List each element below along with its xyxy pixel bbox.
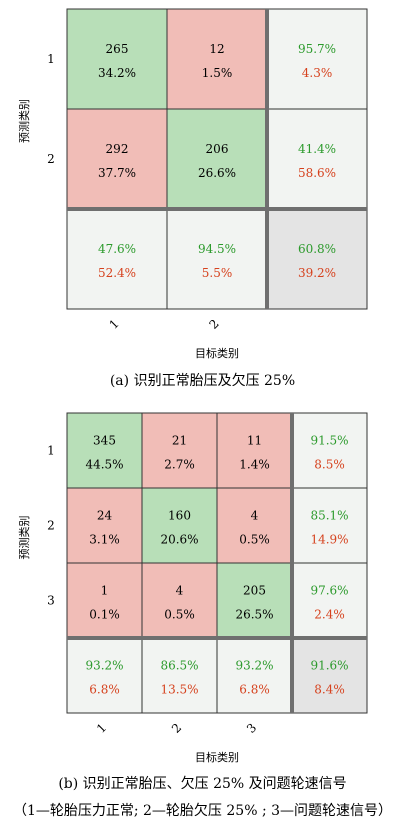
matrix-cell-top-value: 292 [106, 142, 129, 156]
column-summary-cell-top-value: 93.2% [235, 659, 273, 673]
matrix-cell-bottom-value: 0.5% [164, 608, 195, 622]
row-summary-cell-bottom-value: 58.6% [298, 166, 336, 180]
row-summary-cell-top-value: 91.5% [310, 434, 348, 448]
matrix-cell [216, 562, 293, 639]
matrix-cell-top-value: 11 [247, 434, 262, 448]
matrix-cell [66, 108, 168, 210]
matrix-cell-top-value: 206 [206, 142, 229, 156]
confusion-matrix-b: 34544.5%212.7%111.4%91.5%8.5%243.1%16020… [17, 412, 368, 764]
confusion-matrix-a: 26534.2%121.5%95.7%4.3%29237.7%20626.6%4… [17, 8, 368, 360]
matrix-cell [66, 562, 143, 639]
matrix-cell-bottom-value: 34.2% [98, 66, 136, 80]
column-summary-cell-bottom-value: 6.8% [239, 683, 270, 697]
matrix-cell-top-value: 4 [251, 509, 259, 523]
column-summary-cell-bottom-value: 52.4% [98, 266, 136, 280]
matrix-cell-bottom-value: 1.5% [202, 66, 233, 80]
column-summary-cell [66, 208, 168, 310]
matrix-cell-bottom-value: 0.5% [239, 533, 270, 547]
x-axis-label: 目标类别 [195, 750, 239, 764]
overall-accuracy-cell [291, 637, 368, 714]
overall-accuracy-cell [266, 208, 368, 310]
matrix-cell-top-value: 345 [93, 434, 116, 448]
matrix-cell [216, 487, 293, 564]
matrix-cell-top-value: 21 [172, 434, 187, 448]
matrix-cell-bottom-value: 26.6% [198, 166, 236, 180]
matrix-cell-top-value: 265 [106, 42, 129, 56]
row-tick-label: 3 [47, 594, 55, 608]
overall-accuracy-cell-top-value: 60.8% [298, 242, 336, 256]
matrix-cell [66, 412, 143, 489]
row-summary-cell-top-value: 97.6% [310, 584, 348, 598]
matrix-cell-bottom-value: 37.7% [98, 166, 136, 180]
column-tick-label: 2 [169, 721, 184, 736]
row-summary-cell-bottom-value: 14.9% [310, 533, 348, 547]
column-summary-cell [141, 637, 218, 714]
matrix-cell [141, 562, 218, 639]
caption-b-legend: （1—轮胎压力正常; 2—轮胎欠压 25% ; 3—问题轮速信号） [12, 803, 393, 819]
matrix-cell-top-value: 205 [243, 584, 266, 598]
matrix-cell-top-value: 4 [176, 584, 184, 598]
matrix-cell-top-value: 160 [168, 509, 191, 523]
row-summary-cell-bottom-value: 4.3% [302, 66, 333, 80]
y-axis-label: 预测类别 [17, 99, 31, 143]
column-summary-cell-bottom-value: 5.5% [202, 266, 233, 280]
matrix-cell-bottom-value: 20.6% [160, 533, 198, 547]
matrix-cell-bottom-value: 44.5% [85, 458, 123, 472]
column-summary-cell-top-value: 93.2% [85, 659, 123, 673]
overall-accuracy-cell-bottom-value: 8.4% [314, 683, 345, 697]
row-summary-cell [291, 487, 368, 564]
column-summary-cell-bottom-value: 13.5% [160, 683, 198, 697]
row-summary-cell [291, 412, 368, 489]
matrix-cell [141, 412, 218, 489]
row-summary-cell [266, 8, 368, 110]
x-axis-label: 目标类别 [195, 346, 239, 360]
y-axis-label: 预测类别 [17, 516, 31, 560]
row-summary-cell-top-value: 41.4% [298, 142, 336, 156]
row-tick-label: 2 [47, 519, 55, 533]
column-summary-cell [216, 637, 293, 714]
matrix-cell-bottom-value: 0.1% [89, 608, 120, 622]
caption-a: (a) 识别正常胎压及欠压 25% [109, 373, 296, 389]
matrix-cell [141, 487, 218, 564]
overall-accuracy-cell-top-value: 91.6% [310, 659, 348, 673]
matrix-cell-bottom-value: 1.4% [239, 458, 270, 472]
matrix-cell [66, 487, 143, 564]
caption-b: (b) 识别正常胎压、欠压 25% 及问题轮速信号 [58, 776, 347, 792]
matrix-cell-top-value: 24 [97, 509, 113, 523]
column-summary-cell [66, 637, 143, 714]
row-summary-cell-top-value: 85.1% [310, 509, 348, 523]
column-summary-cell-top-value: 86.5% [160, 659, 198, 673]
row-summary-cell [291, 562, 368, 639]
row-summary-cell-bottom-value: 8.5% [314, 458, 345, 472]
matrix-cell-bottom-value: 26.5% [235, 608, 273, 622]
row-tick-label: 1 [47, 444, 55, 458]
row-summary-cell-top-value: 95.7% [298, 42, 336, 56]
column-summary-cell-top-value: 94.5% [198, 242, 236, 256]
column-summary-cell-bottom-value: 6.8% [89, 683, 120, 697]
row-tick-label: 1 [47, 52, 55, 66]
row-summary-cell-bottom-value: 2.4% [314, 608, 345, 622]
overall-accuracy-cell-bottom-value: 39.2% [298, 266, 336, 280]
matrix-cell [216, 412, 293, 489]
matrix-cell-bottom-value: 2.7% [164, 458, 195, 472]
row-tick-label: 2 [47, 152, 55, 166]
column-summary-cell [166, 208, 268, 310]
column-tick-label: 1 [94, 721, 109, 736]
column-summary-cell-top-value: 47.6% [98, 242, 136, 256]
matrix-cell [166, 108, 268, 210]
column-tick-label: 3 [244, 721, 259, 736]
row-summary-cell [266, 108, 368, 210]
matrix-cell-top-value: 1 [101, 584, 109, 598]
matrix-cell-top-value: 12 [209, 42, 224, 56]
matrix-cell-bottom-value: 3.1% [89, 533, 120, 547]
matrix-cell [66, 8, 168, 110]
